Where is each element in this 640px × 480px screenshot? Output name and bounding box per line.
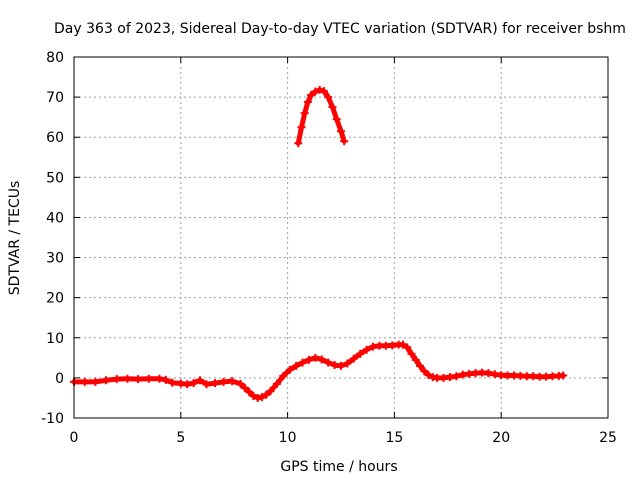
- y-tick-label: 40: [46, 210, 64, 226]
- data-point: [300, 109, 309, 118]
- data-point: [155, 374, 164, 383]
- data-point: [196, 376, 205, 385]
- data-point: [340, 137, 349, 146]
- data-point: [236, 379, 245, 388]
- data-point: [91, 377, 100, 386]
- data-point: [337, 127, 345, 136]
- data-point: [304, 355, 313, 364]
- data-point: [324, 358, 333, 367]
- data-point: [144, 374, 153, 383]
- x-tick-label: 25: [599, 430, 617, 446]
- x-tick-labels: 0 5 10 15 20 25: [70, 430, 617, 446]
- data-point: [311, 87, 320, 96]
- data-point: [189, 379, 198, 388]
- data-point: [279, 371, 288, 380]
- data-point: [202, 380, 211, 389]
- data-point: [356, 349, 365, 358]
- y-tick-labels: -10 0 10 20 30 40 50 60 70 80: [41, 50, 64, 427]
- data-point: [484, 369, 493, 378]
- data-point: [403, 343, 412, 352]
- y-tick-label: 70: [46, 90, 64, 106]
- data-point: [292, 361, 301, 370]
- plot-frame: [73, 56, 609, 419]
- data-point: [102, 376, 111, 385]
- data-point: [424, 371, 433, 380]
- data-point: [298, 358, 307, 367]
- data-point: [420, 367, 429, 376]
- data-point: [362, 345, 371, 354]
- data-point: [411, 355, 420, 364]
- chart-title: Day 363 of 2023, Sidereal Day-to-day VTE…: [54, 21, 626, 37]
- data-point: [112, 375, 121, 384]
- data-point: [315, 85, 324, 94]
- data-point: [319, 87, 328, 96]
- y-axis-label: SDTVAR / TECUs: [7, 181, 23, 296]
- data-point: [272, 379, 281, 388]
- data-point: [266, 387, 275, 396]
- data-point: [324, 93, 333, 102]
- data-point: [349, 354, 358, 363]
- x-tick-label: 20: [492, 430, 510, 446]
- y-tick-label: 30: [46, 251, 64, 267]
- y-tick-label: -10: [41, 411, 64, 427]
- data-point: [559, 371, 568, 380]
- data-point: [343, 359, 352, 368]
- data-point: [134, 375, 143, 384]
- series-1: [294, 85, 349, 148]
- data-point: [123, 374, 132, 383]
- data-point: [228, 377, 237, 386]
- data-point: [285, 365, 294, 374]
- data-point: [416, 361, 425, 370]
- data-point: [80, 377, 89, 386]
- series-layer: [70, 85, 568, 402]
- data-point: [307, 91, 316, 100]
- data-point: [398, 340, 407, 349]
- series-0: [70, 340, 568, 402]
- data-point: [317, 355, 326, 364]
- tick-marks: [73, 56, 609, 419]
- data-point: [245, 387, 254, 396]
- y-tick-label: 10: [46, 331, 64, 347]
- data-point: [337, 361, 345, 370]
- x-tick-label: 0: [70, 430, 79, 446]
- data-point: [407, 349, 416, 358]
- data-point: [332, 115, 341, 124]
- data-point: [452, 372, 461, 381]
- y-tick-label: 0: [55, 371, 64, 387]
- data-point: [240, 383, 249, 392]
- data-point: [262, 390, 271, 399]
- data-point: [311, 353, 320, 362]
- data-point: [219, 377, 228, 386]
- data-point: [294, 139, 303, 148]
- x-tick-label: 10: [279, 430, 297, 446]
- y-tick-label: 20: [46, 291, 64, 307]
- data-point: [161, 375, 170, 384]
- data-point: [210, 379, 219, 388]
- data-point: [257, 393, 266, 402]
- x-tick-label: 5: [176, 430, 185, 446]
- data-point: [303, 97, 312, 106]
- data-point: [249, 391, 258, 400]
- x-tick-label: 15: [385, 430, 403, 446]
- y-tick-label: 50: [46, 170, 64, 186]
- x-axis-label: GPS time / hours: [280, 459, 397, 475]
- data-point: [297, 123, 306, 132]
- data-point: [183, 380, 192, 389]
- y-tick-label: 80: [46, 50, 64, 66]
- y-tick-label: 60: [46, 130, 64, 146]
- data-point: [328, 103, 337, 112]
- data-point: [168, 378, 177, 387]
